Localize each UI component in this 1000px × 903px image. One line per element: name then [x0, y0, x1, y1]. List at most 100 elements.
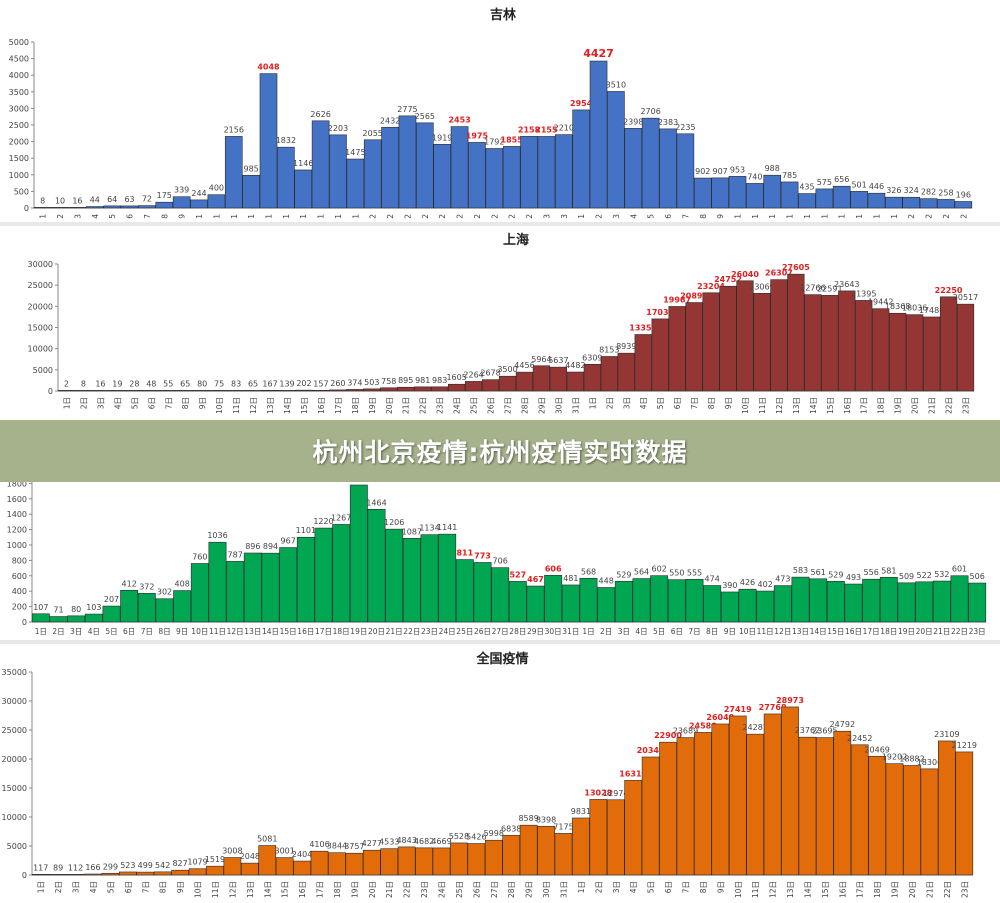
- data-label: 760: [192, 552, 207, 561]
- bar: [49, 616, 68, 623]
- bar: [617, 352, 635, 392]
- bar: [532, 365, 551, 392]
- data-label: 773: [474, 551, 491, 560]
- x-tick-label: 4日: [635, 627, 647, 636]
- data-label: 196: [956, 190, 971, 199]
- bar: [473, 562, 492, 623]
- data-label: 895: [398, 376, 413, 385]
- data-label: 602: [652, 565, 667, 574]
- x-tick-label: 3日: [618, 627, 630, 636]
- bar: [223, 857, 242, 876]
- data-label: 326: [886, 186, 901, 195]
- data-label: 4106: [309, 840, 329, 849]
- bar: [188, 868, 207, 876]
- data-label: 3844: [327, 842, 347, 851]
- x-tick-label: 7日: [688, 627, 700, 636]
- bar: [294, 169, 313, 209]
- data-label: 55: [163, 379, 173, 388]
- x-tick-label: 1: [768, 214, 777, 219]
- bar: [868, 755, 886, 876]
- data-label: 89: [53, 863, 63, 872]
- bar: [155, 598, 174, 623]
- bar: [508, 581, 527, 623]
- data-label: 112: [68, 863, 83, 872]
- bar: [889, 312, 907, 392]
- bar: [491, 567, 510, 623]
- bar: [153, 871, 172, 876]
- bar: [572, 109, 590, 209]
- bar: [659, 128, 677, 209]
- data-label: 19202: [882, 753, 907, 762]
- x-tick-label: 3日: [96, 397, 105, 409]
- x-tick-label: 15日: [827, 627, 844, 636]
- bar: [920, 768, 939, 876]
- bar: [624, 780, 643, 876]
- bar: [402, 538, 421, 623]
- bar: [597, 587, 616, 623]
- y-tick-label: 5000: [7, 842, 27, 851]
- x-tick-label: 11日: [211, 881, 220, 898]
- x-tick-label: 5日: [653, 627, 665, 636]
- data-label: 75: [214, 379, 224, 388]
- data-label: 575: [817, 178, 832, 187]
- x-tick-label: 12日: [227, 627, 244, 636]
- data-label: 72: [142, 195, 152, 204]
- x-tick-label: 14日: [809, 397, 818, 414]
- bar: [614, 580, 633, 623]
- y-tick-label: 25000: [28, 281, 53, 290]
- bar: [438, 533, 457, 623]
- x-tick-label: 9: [716, 214, 725, 219]
- bar: [685, 302, 703, 392]
- data-label: 1036: [207, 531, 227, 540]
- data-label: 811: [456, 549, 473, 558]
- x-tick-label: 3日: [70, 627, 82, 636]
- bar: [464, 381, 483, 392]
- bar: [798, 736, 817, 876]
- data-label: 16: [95, 379, 105, 388]
- y-tick-label: 20000: [2, 755, 27, 764]
- x-tick-label: 23日: [960, 881, 969, 898]
- x-tick-label: 31日: [562, 627, 579, 636]
- bar: [159, 390, 177, 392]
- bar: [261, 552, 280, 623]
- bar: [720, 591, 739, 623]
- bar: [832, 185, 851, 209]
- bar: [74, 390, 93, 392]
- bar: [328, 852, 346, 876]
- x-tick-label: 2: [473, 214, 482, 219]
- x-tick-label: 4: [91, 214, 100, 219]
- x-tick-label: 1: [803, 214, 812, 219]
- bar: [787, 273, 805, 392]
- x-tick-label: 23日: [962, 397, 971, 414]
- bar: [363, 388, 381, 392]
- x-tick-label: 2: [595, 214, 604, 219]
- chart-panel-national: 全国疫情 0 5000 10000 15000 20000 25000 30000 35000 1…: [0, 644, 1000, 903]
- chart-panel-green: 0 200 400 600 800 1000 1200 1400 1600 1800 107 1日 71…: [0, 482, 1000, 640]
- x-tick-label: 2: [525, 214, 534, 219]
- x-tick-label: 8日: [699, 881, 708, 893]
- bar: [634, 334, 652, 392]
- data-label: 740: [747, 172, 762, 181]
- x-tick-label: 1日: [35, 627, 47, 636]
- bar: [950, 575, 969, 623]
- x-tick-label: 3日: [72, 881, 81, 893]
- bar: [346, 158, 365, 209]
- bar: [227, 390, 245, 392]
- x-tick-label: 1日: [588, 397, 597, 409]
- x-tick-label: 24日: [453, 397, 462, 414]
- bar: [728, 176, 747, 209]
- data-label: 493: [846, 573, 861, 582]
- bar: [31, 874, 50, 876]
- y-tick-label: 10000: [28, 345, 53, 354]
- data-label: 27605: [782, 263, 810, 272]
- bar: [119, 871, 137, 876]
- bar: [485, 148, 504, 209]
- bar: [243, 552, 262, 623]
- data-label: 20517: [953, 293, 978, 302]
- bar: [226, 561, 245, 623]
- bar: [833, 730, 852, 876]
- bar: [295, 389, 313, 392]
- x-tick-label: 1日: [37, 881, 46, 893]
- bar: [641, 756, 660, 876]
- bar: [520, 136, 538, 209]
